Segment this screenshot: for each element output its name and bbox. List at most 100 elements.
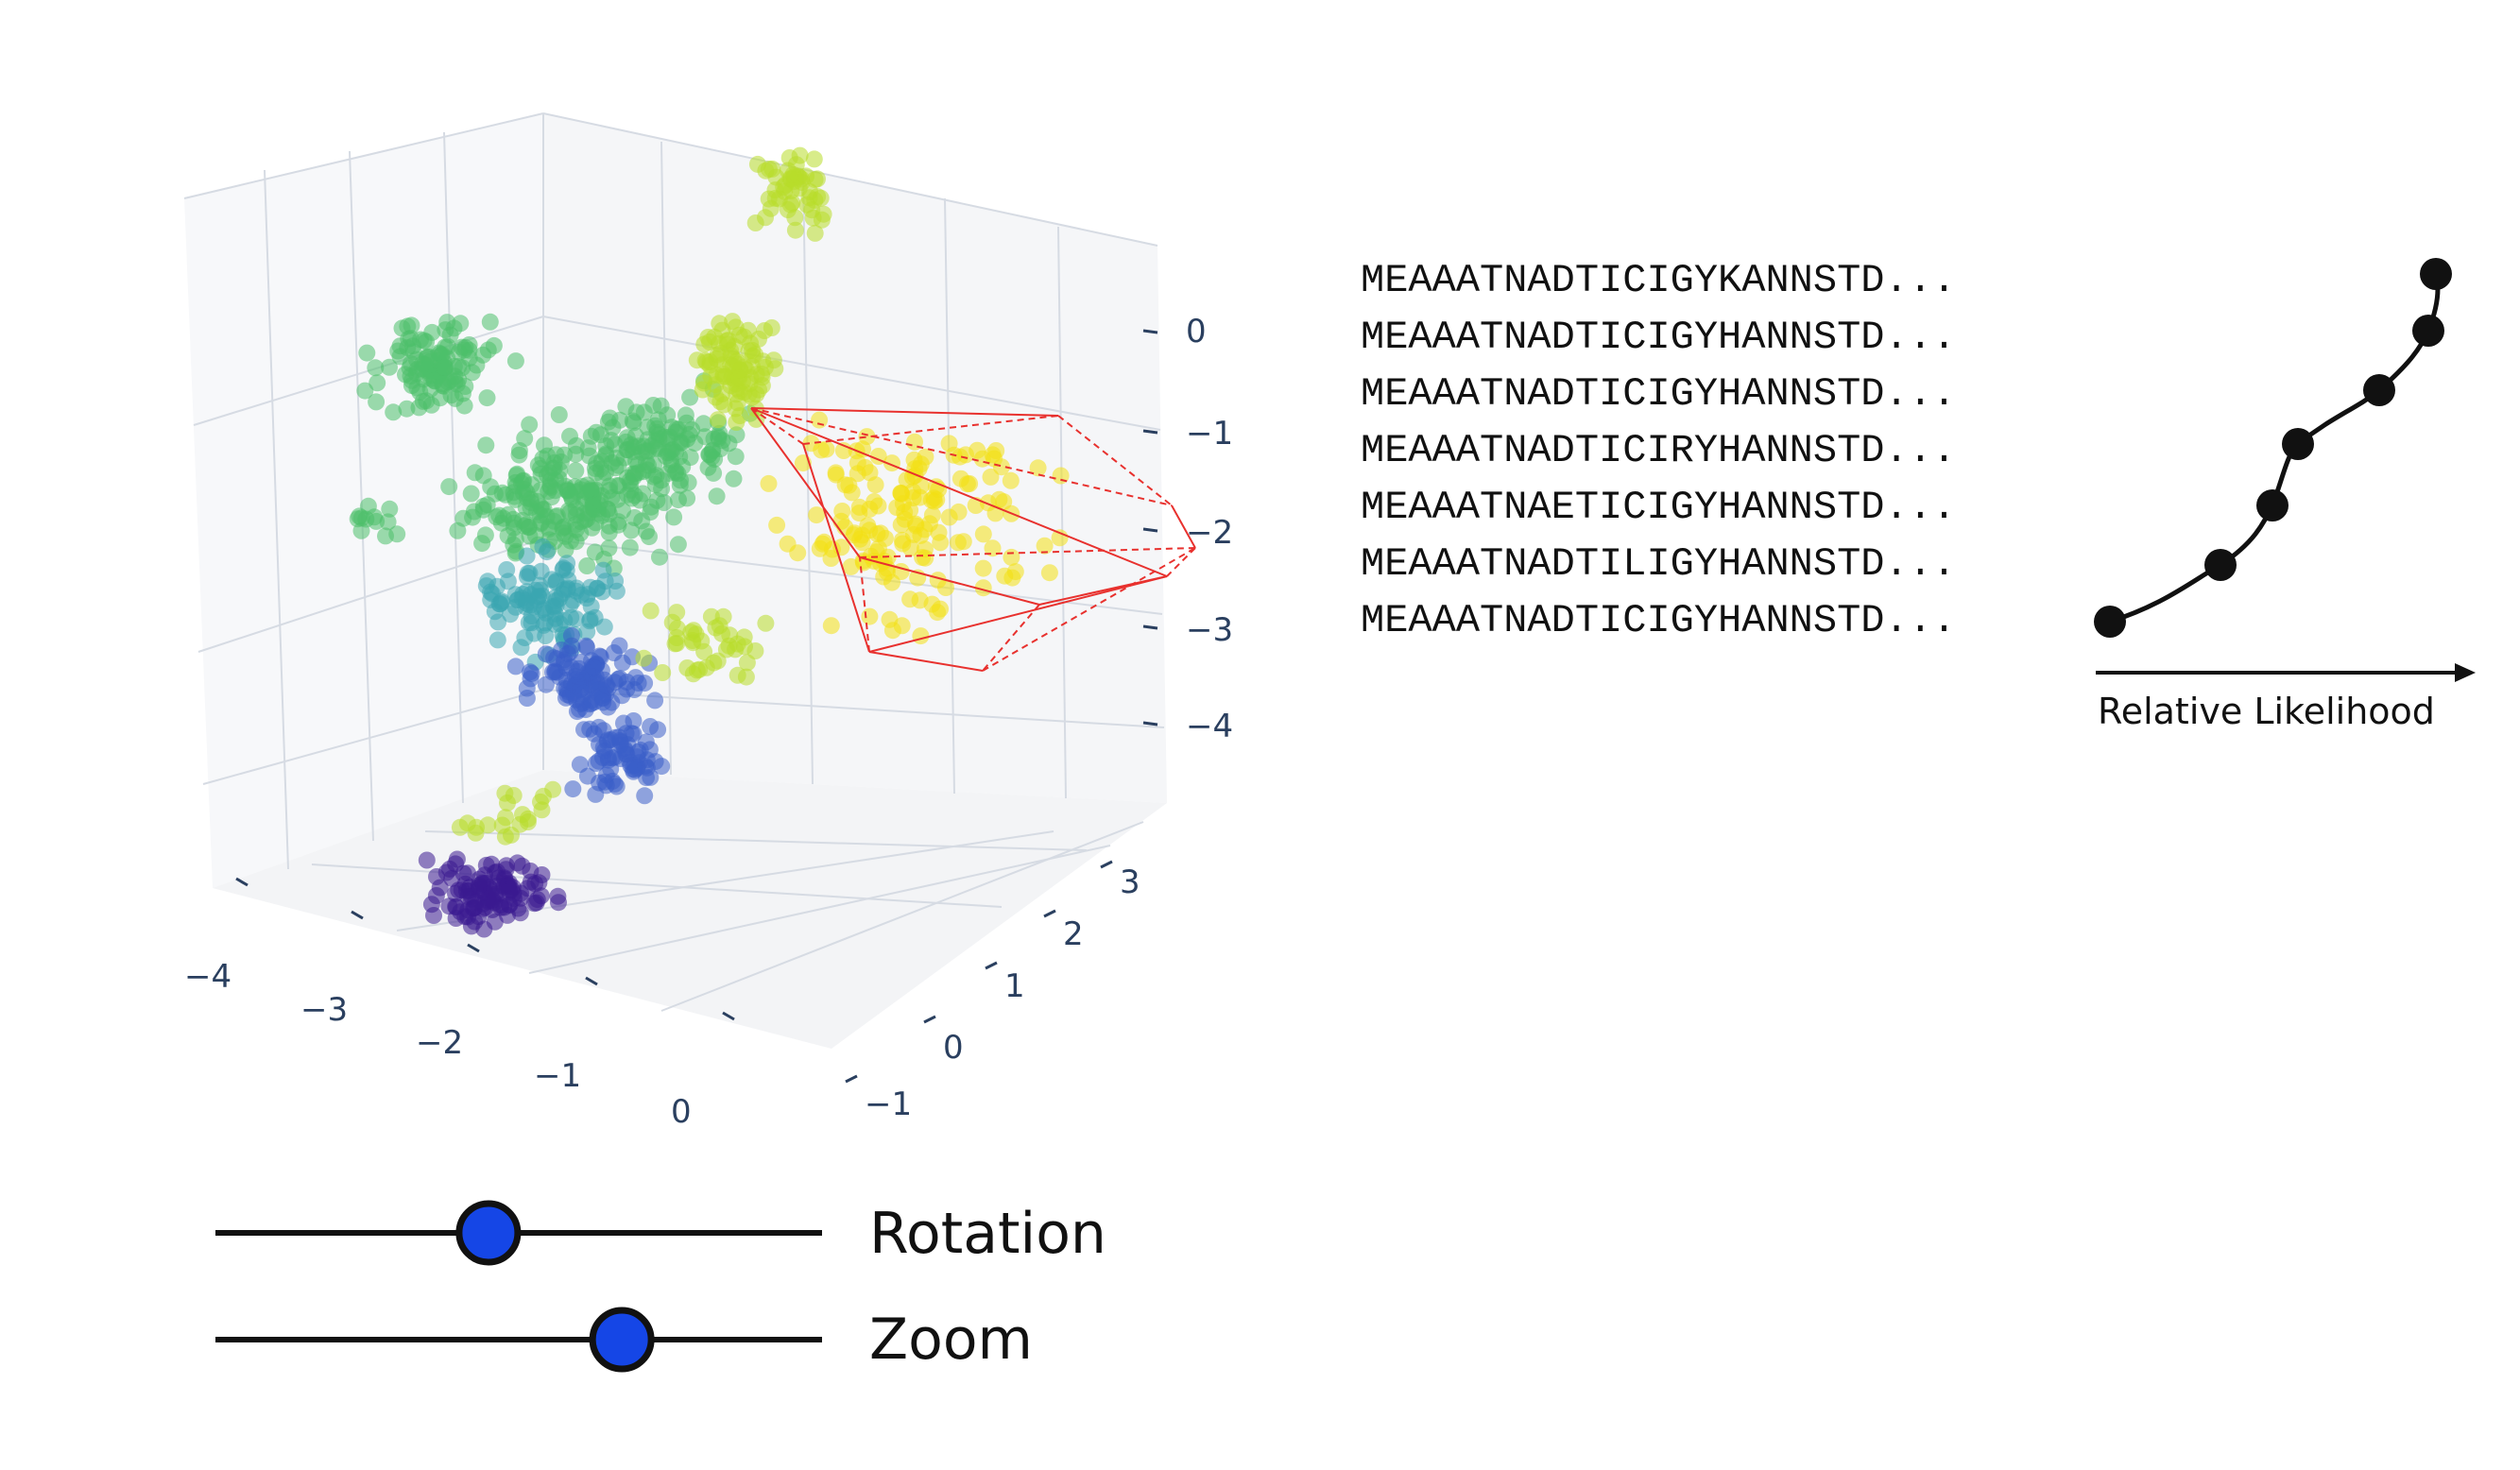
scatter-point xyxy=(901,539,919,557)
scatter-point xyxy=(742,334,760,352)
scatter-point xyxy=(696,428,714,446)
scatter-point xyxy=(398,400,416,418)
scatter-point xyxy=(401,359,419,377)
scatter-point xyxy=(478,389,496,407)
scatter-point xyxy=(485,336,503,354)
scatter-point xyxy=(532,515,550,533)
scatter-point xyxy=(523,476,540,494)
scatter-point xyxy=(481,313,499,331)
hull-edge xyxy=(868,651,984,672)
scatter-point xyxy=(654,664,672,681)
scatter-point xyxy=(368,393,386,411)
sequence-line: MEAAATNADTICIGYHANNSTD... xyxy=(1361,598,1956,643)
hull-edge xyxy=(1171,504,1196,549)
scatter-point xyxy=(586,543,604,561)
scatter-point xyxy=(974,559,992,577)
y-tick-label: 1 xyxy=(1004,967,1025,1005)
scatter-point xyxy=(577,637,595,655)
grid-line xyxy=(542,112,1158,247)
scatter-point xyxy=(707,388,725,406)
scatter-point xyxy=(725,470,743,487)
scatter-point xyxy=(636,675,654,692)
scatter-point xyxy=(932,534,950,552)
zoom-slider[interactable]: Zoom xyxy=(215,1307,1033,1373)
scatter-point xyxy=(433,346,451,364)
scatter-point xyxy=(768,516,786,534)
hull-edge xyxy=(859,556,870,653)
arrow-head-icon xyxy=(2455,663,2476,682)
scatter-point xyxy=(1051,529,1069,547)
scatter-point xyxy=(866,476,884,494)
scatter-point xyxy=(735,628,753,646)
scatter-point xyxy=(912,627,930,645)
scatter-point xyxy=(501,896,519,914)
scatter-point xyxy=(431,879,449,897)
scatter-point xyxy=(916,540,934,558)
likelihood-point xyxy=(2256,489,2289,521)
scatter-point xyxy=(567,582,585,600)
axis-tick xyxy=(1142,721,1158,726)
scatter-point xyxy=(562,532,579,550)
rotation-slider-knob[interactable] xyxy=(455,1200,522,1266)
scatter-point xyxy=(905,451,923,469)
scatter-3d-plot[interactable]: 0 −1 −2 −3 −4 −4 −3 −2 −1 0 3 2 1 0 −1 xyxy=(183,112,1233,1131)
zoom-slider-knob[interactable] xyxy=(589,1307,655,1373)
scatter-point xyxy=(738,654,756,672)
hull-edge xyxy=(750,407,1059,417)
scatter-point xyxy=(503,826,520,844)
scatter-point xyxy=(653,480,671,498)
scatter-point xyxy=(385,403,403,421)
scatter-point xyxy=(489,631,506,649)
scatter-point xyxy=(578,557,596,574)
scatter-point xyxy=(557,680,575,698)
likelihood-curve xyxy=(2109,273,2441,624)
scatter-point xyxy=(519,564,537,582)
scatter-point xyxy=(369,374,386,392)
scatter-point xyxy=(567,462,585,480)
scatter-point xyxy=(806,224,824,242)
scatter-point xyxy=(982,468,1000,486)
axis-tick xyxy=(1100,860,1113,869)
scatter-point xyxy=(498,857,515,875)
scatter-point xyxy=(680,425,698,443)
grid-line xyxy=(944,197,955,795)
scatter-point xyxy=(901,502,919,520)
scatter-point xyxy=(506,658,524,675)
hull-edge xyxy=(802,415,1059,445)
scatter-point xyxy=(827,466,845,484)
scatter-point xyxy=(403,377,420,395)
scatter-point xyxy=(727,448,745,466)
grid-line xyxy=(542,538,1163,615)
scatter-point xyxy=(637,442,655,460)
sequence-list: MEAAATNADTICIGYKANNSTD... MEAAATNADTICIG… xyxy=(1361,258,1956,643)
scatter-point xyxy=(536,436,553,454)
scatter-point xyxy=(833,503,851,520)
scatter-point xyxy=(649,411,667,429)
scatter-point xyxy=(892,516,910,534)
scatter-point xyxy=(532,562,550,580)
grid-line xyxy=(542,316,1161,431)
scatter-point xyxy=(647,467,665,485)
scatter-point xyxy=(477,436,495,454)
scatter-point xyxy=(532,581,549,599)
scatter-point xyxy=(1029,459,1047,477)
scatter-point xyxy=(506,490,524,508)
scatter-point xyxy=(683,632,701,649)
likelihood-point xyxy=(2412,315,2444,347)
scatter-point xyxy=(629,455,647,473)
grid-line xyxy=(802,169,814,785)
z-tick-label: −2 xyxy=(1186,514,1233,552)
grid-line xyxy=(424,830,1088,851)
scatter-point xyxy=(608,582,626,600)
scatter-point xyxy=(440,478,458,496)
scatter-point xyxy=(764,351,782,369)
rotation-slider[interactable]: Rotation xyxy=(215,1200,1106,1267)
scatter-point xyxy=(440,860,458,878)
grid-line xyxy=(202,689,544,785)
scatter-point xyxy=(497,809,514,827)
grid-line xyxy=(660,821,1144,1012)
scatter-point xyxy=(706,328,724,346)
axis-tick xyxy=(1142,527,1158,533)
grid-line xyxy=(264,169,289,870)
z-tick-label: 0 xyxy=(1186,313,1207,350)
